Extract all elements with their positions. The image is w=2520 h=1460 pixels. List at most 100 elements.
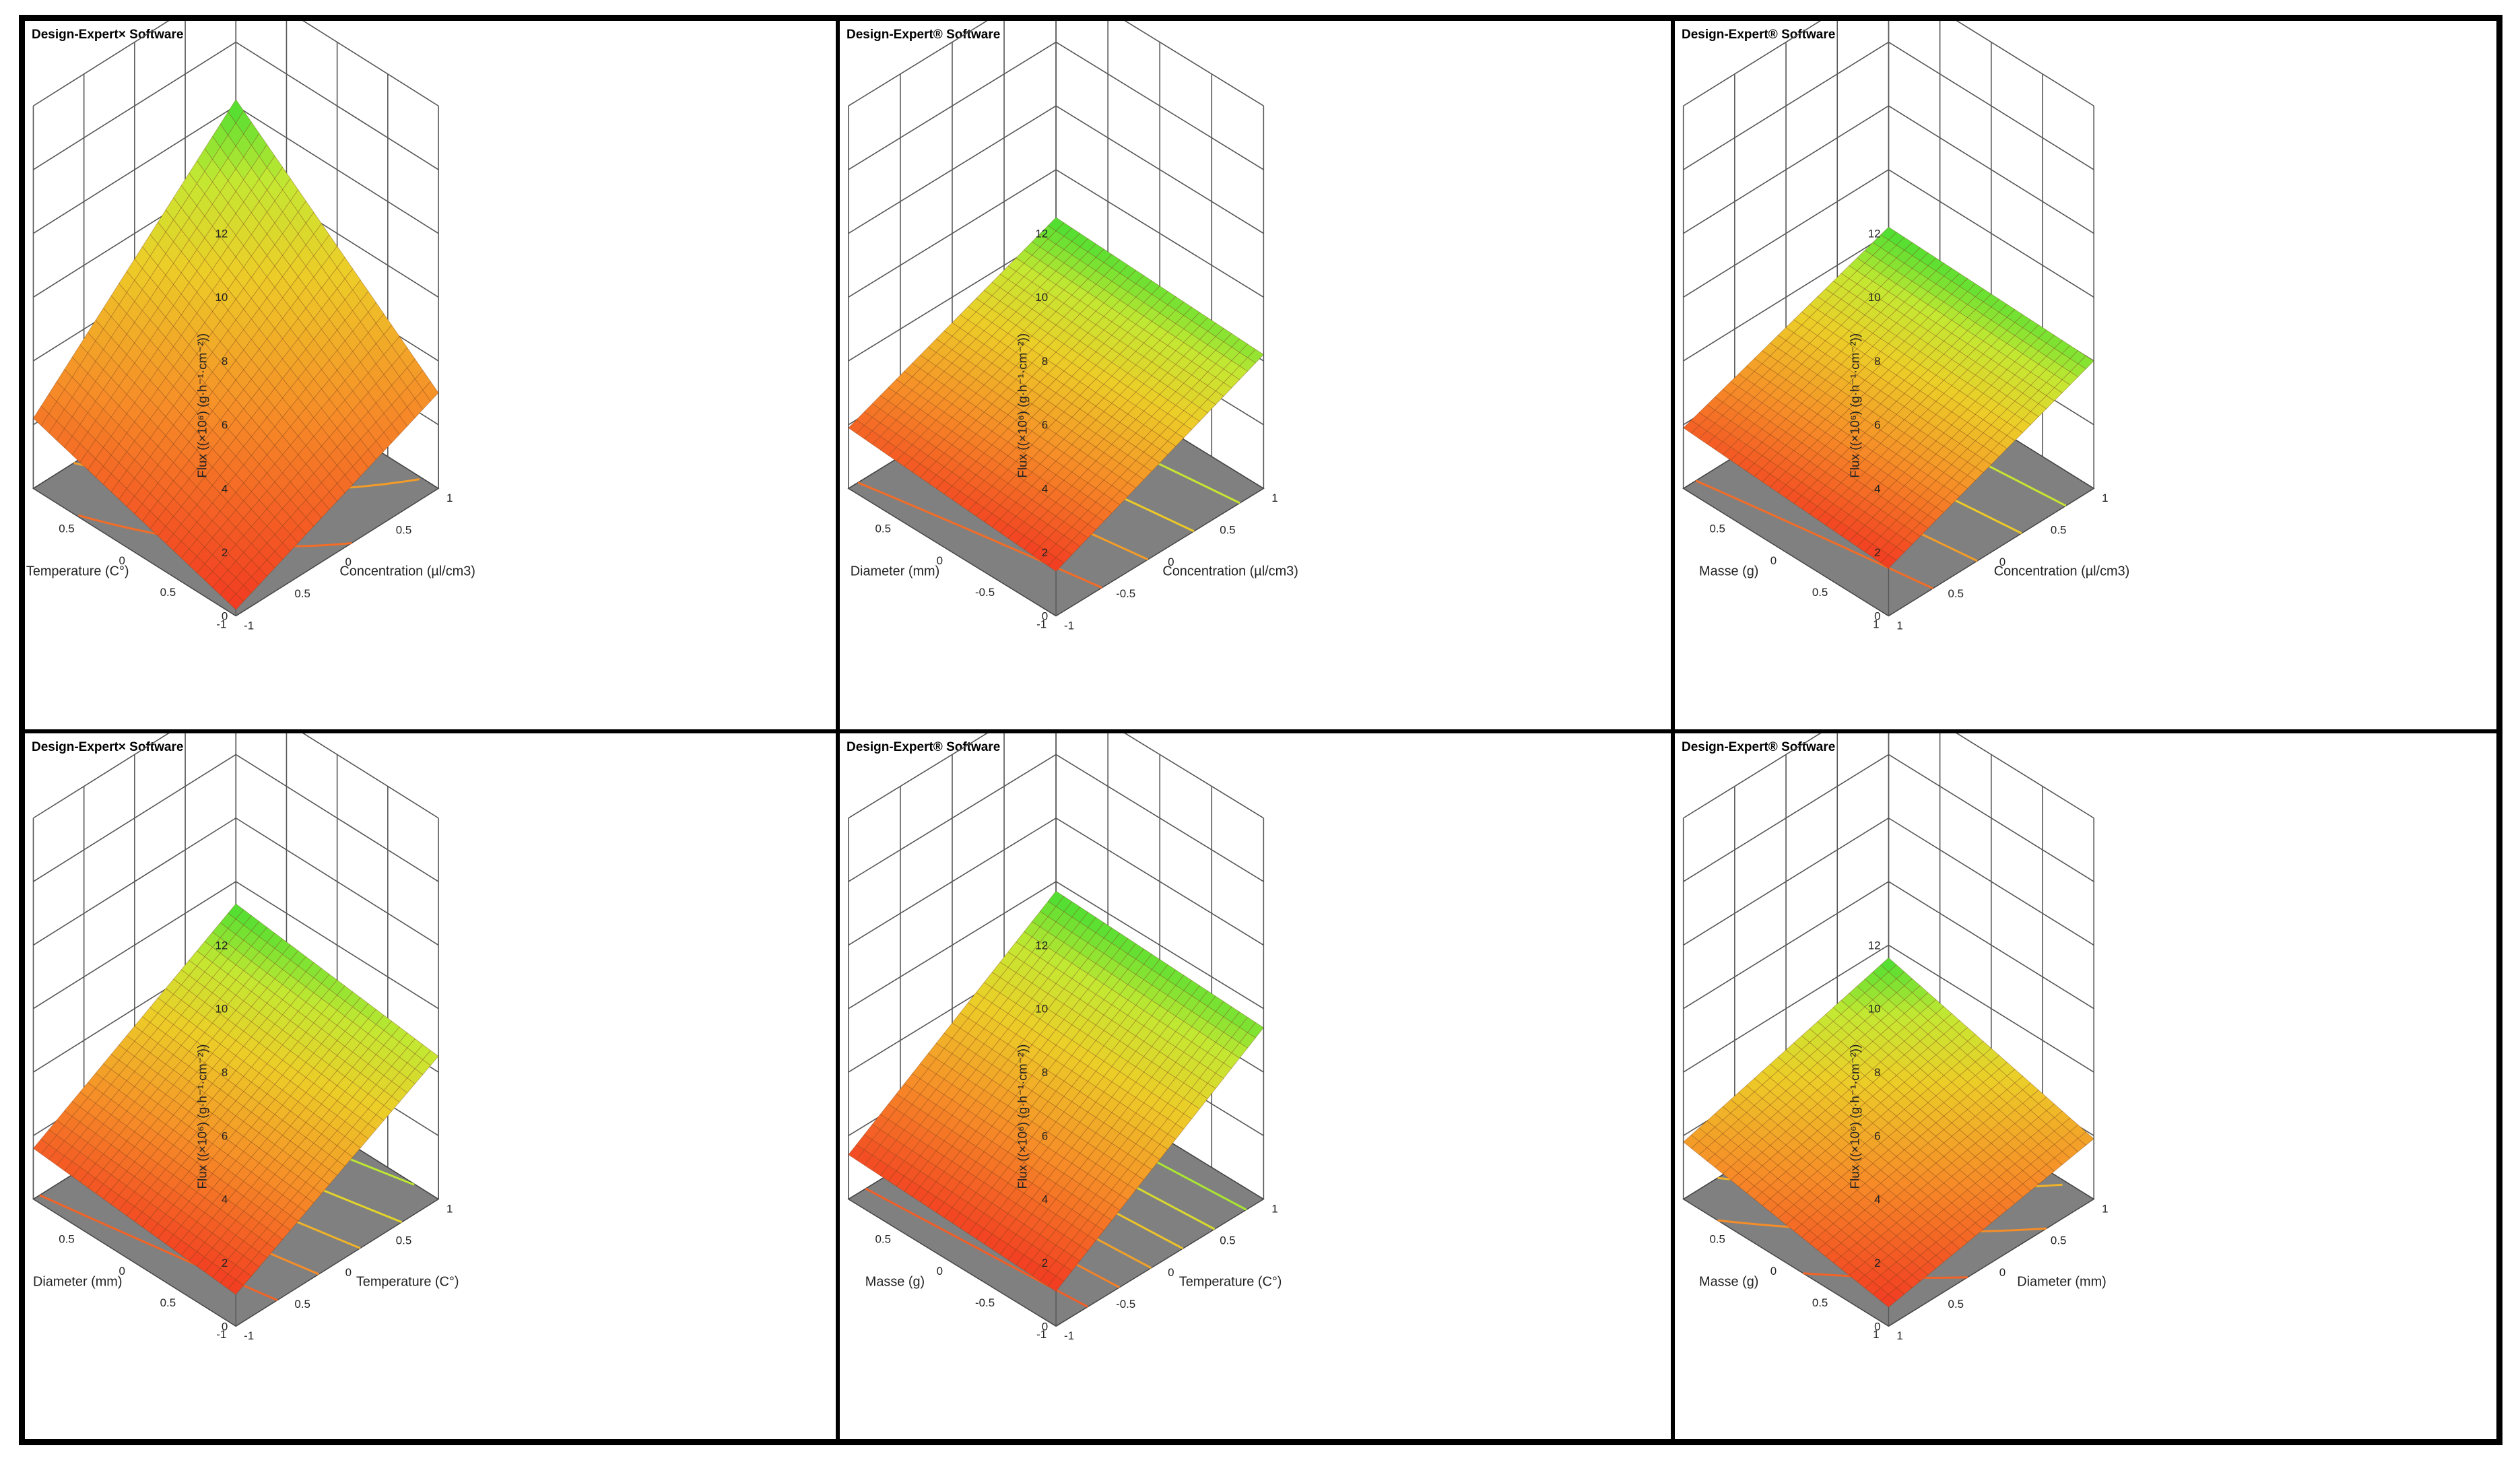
x-tick-label: 0.5 — [59, 523, 74, 535]
surface — [1683, 957, 2094, 1308]
surface-cell — [1143, 280, 1160, 295]
y-tick-label: 1 — [1896, 1329, 1902, 1342]
surface-cell — [329, 245, 345, 268]
z-axis-label: Flux ((×10⁶) (g·h⁻¹·cm⁻²)) — [1849, 1044, 1863, 1189]
surface-cell — [414, 370, 431, 391]
x-tick-label: 0.5 — [875, 1233, 891, 1246]
wall-gridline — [848, 41, 1264, 170]
x-axis-label: Masse (g) — [865, 1274, 925, 1289]
z-tick-label: 2 — [222, 1257, 228, 1269]
drop-lines — [1682, 1139, 2094, 1327]
z-tick-label: 6 — [222, 1129, 228, 1142]
y-tick-label: 0 — [1999, 556, 2005, 568]
surface-cell — [1167, 969, 1185, 986]
x-tick-label: 0.5 — [875, 523, 891, 535]
surface — [32, 903, 439, 1295]
y-tick-label: 0.5 — [2051, 1234, 2066, 1247]
surface-cell — [1975, 288, 1992, 302]
z-tick-label: 0 — [1042, 610, 1048, 623]
z-tick-label: 6 — [1874, 419, 1880, 432]
wall-gridline — [848, 21, 1264, 106]
surface-cell — [1071, 906, 1089, 923]
z-tick-label: 2 — [222, 546, 228, 559]
y-axis-label: Temperature (C°) — [356, 1274, 459, 1289]
surface-cell — [267, 933, 284, 949]
x-tick-label: 0 — [119, 554, 125, 567]
surface-cell — [274, 166, 291, 191]
y-tick-label: -0.5 — [1116, 587, 1135, 600]
x-tick-label: -0.5 — [975, 1296, 995, 1309]
surface-cell — [383, 325, 400, 346]
surface-cell — [1888, 232, 1905, 246]
surface-cell — [1127, 943, 1145, 960]
z-tick-label: 8 — [1874, 355, 1880, 368]
y-tick-label: 0 — [1999, 1266, 2005, 1279]
x-tick-label: 0.5 — [1709, 1233, 1725, 1246]
surface-cell — [235, 909, 252, 925]
surface-cell — [1151, 959, 1168, 975]
z-tick-label: 8 — [222, 1066, 228, 1079]
y-axis-label: Concentration (µl/cm3) — [1994, 564, 2129, 578]
x-tick-label: -1 — [1036, 1328, 1047, 1341]
y-tick-label: 0.5 — [1220, 1234, 1235, 1247]
y-tick-label: -0.5 — [1116, 1298, 1135, 1310]
surface-plot: 0 2 4 6 8 10 12 Flux ((×10⁶) (g·h⁻¹·cm⁻²)) 1 0.5 0… — [847, 733, 1282, 1342]
x-tick-label: 0 — [1770, 1265, 1777, 1278]
y-tick-label: 0 — [345, 556, 352, 568]
z-tick-label: 12 — [1868, 228, 1881, 240]
y-tick-label: 0 — [1168, 1266, 1174, 1279]
wall-gridline — [33, 41, 439, 170]
surface-cell — [399, 1032, 416, 1049]
z-axis-label: Flux ((×10⁶) (g·h⁻¹·cm⁻²)) — [1016, 1044, 1030, 1189]
surface-cell — [2038, 329, 2055, 343]
panel-1: Design-Expert× Software 0 2 4 6 8 10 12 Flux ((… — [23, 19, 838, 731]
y-tick-label: -1 — [1064, 1329, 1074, 1342]
x-tick-label: 0 — [119, 1265, 125, 1278]
z-tick-label: 6 — [222, 419, 228, 432]
z-tick-label: 0 — [1042, 1320, 1048, 1333]
drop-lines — [32, 393, 439, 616]
z-tick-label: 12 — [1035, 939, 1048, 952]
surface-cell — [1951, 273, 1968, 287]
wall-gridline — [1683, 41, 2094, 170]
panel-title: Design-Expert× Software — [32, 28, 184, 42]
surface-cell — [2046, 335, 2063, 349]
z-tick-label: 8 — [222, 355, 228, 368]
x-tick-label: 0 — [1770, 554, 1777, 567]
x-tick-label: 0.5 — [160, 1296, 176, 1309]
x-tick-label: -0.5 — [975, 586, 995, 599]
surface-cell — [1119, 264, 1137, 279]
z-tick-label: 4 — [222, 1193, 228, 1206]
wall-gridline — [33, 733, 439, 819]
x-tick-label: 1 — [1873, 618, 1879, 631]
wall-gridline — [1683, 21, 2094, 106]
surface-cell — [1896, 971, 1913, 987]
surface-cell — [1088, 917, 1104, 933]
y-tick-label: 0.5 — [1220, 524, 1235, 537]
wall-gridline — [33, 881, 439, 1009]
surface-cell — [2014, 1075, 2031, 1090]
surface-cell — [1207, 323, 1224, 337]
surface-cell — [2030, 1090, 2047, 1104]
z-tick-label: 12 — [1868, 939, 1881, 952]
wall-gridline — [1683, 733, 2094, 819]
x-tick-label: 1 — [1873, 1328, 1879, 1341]
surface-cell — [1999, 1061, 2016, 1077]
z-tick-label: 4 — [1042, 482, 1048, 495]
y-tick-label: 1 — [446, 492, 453, 504]
x-tick-label: 0.5 — [1812, 586, 1828, 599]
z-tick-label: 0 — [1874, 1320, 1880, 1333]
y-axis-label: Temperature (C°) — [1179, 1274, 1282, 1289]
surface-cell — [1239, 1016, 1256, 1033]
surface-cell — [1215, 1001, 1232, 1018]
surface-cell — [1135, 275, 1152, 290]
surface-cell — [1087, 243, 1104, 258]
y-axis-label: Concentration (µl/cm3) — [339, 564, 475, 578]
wall-gridline — [33, 21, 439, 106]
surface-plot: 0 2 4 6 8 10 12 Flux ((×10⁶) (g·h⁻¹·cm⁻²)) 1 0.5 0… — [847, 21, 1298, 632]
surface-cell — [1159, 964, 1176, 981]
x-tick-label: -1 — [216, 618, 226, 631]
surface-cell — [2069, 1124, 2087, 1139]
